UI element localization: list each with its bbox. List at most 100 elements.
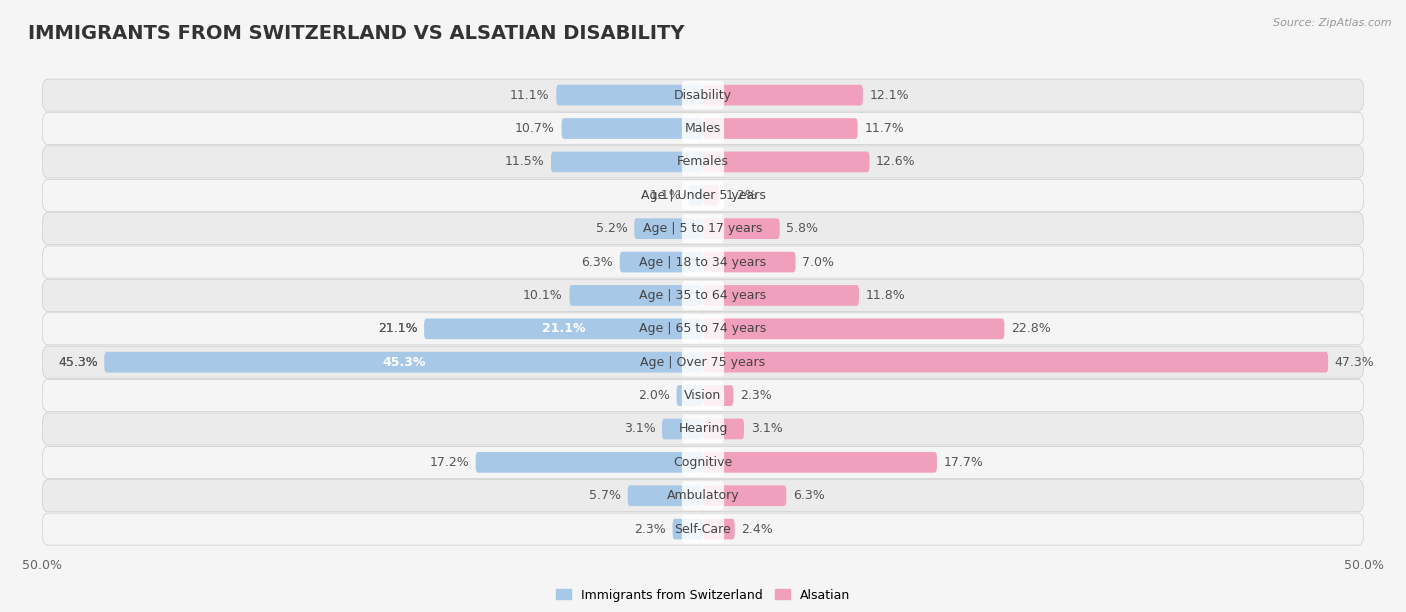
FancyBboxPatch shape	[620, 252, 703, 272]
FancyBboxPatch shape	[682, 515, 724, 543]
Text: 2.3%: 2.3%	[634, 523, 666, 536]
FancyBboxPatch shape	[703, 118, 858, 139]
FancyBboxPatch shape	[682, 315, 724, 343]
Text: 45.3%: 45.3%	[382, 356, 426, 368]
Text: Ambulatory: Ambulatory	[666, 489, 740, 502]
Text: 45.3%: 45.3%	[58, 356, 97, 368]
FancyBboxPatch shape	[42, 179, 1364, 211]
FancyBboxPatch shape	[475, 452, 703, 472]
FancyBboxPatch shape	[634, 218, 703, 239]
FancyBboxPatch shape	[627, 485, 703, 506]
FancyBboxPatch shape	[42, 446, 1364, 479]
Text: 10.7%: 10.7%	[515, 122, 555, 135]
Text: Age | Over 75 years: Age | Over 75 years	[641, 356, 765, 368]
FancyBboxPatch shape	[682, 114, 724, 143]
FancyBboxPatch shape	[682, 248, 724, 277]
Text: 22.8%: 22.8%	[1011, 323, 1050, 335]
FancyBboxPatch shape	[703, 352, 1329, 373]
FancyBboxPatch shape	[682, 181, 724, 210]
FancyBboxPatch shape	[42, 513, 1364, 545]
Text: Age | 18 to 34 years: Age | 18 to 34 years	[640, 256, 766, 269]
Text: 2.0%: 2.0%	[638, 389, 669, 402]
FancyBboxPatch shape	[682, 348, 724, 376]
Text: 21.1%: 21.1%	[378, 323, 418, 335]
Text: Age | 35 to 64 years: Age | 35 to 64 years	[640, 289, 766, 302]
FancyBboxPatch shape	[682, 147, 724, 176]
FancyBboxPatch shape	[703, 185, 718, 206]
FancyBboxPatch shape	[703, 519, 735, 539]
FancyBboxPatch shape	[425, 318, 703, 339]
FancyBboxPatch shape	[561, 118, 703, 139]
Text: 5.8%: 5.8%	[786, 222, 818, 235]
Text: Source: ZipAtlas.com: Source: ZipAtlas.com	[1274, 18, 1392, 28]
Text: 11.8%: 11.8%	[866, 289, 905, 302]
FancyBboxPatch shape	[42, 413, 1364, 445]
Text: 6.3%: 6.3%	[581, 256, 613, 269]
Text: Disability: Disability	[673, 89, 733, 102]
Text: Age | 65 to 74 years: Age | 65 to 74 years	[640, 323, 766, 335]
Text: 3.1%: 3.1%	[624, 422, 655, 436]
FancyBboxPatch shape	[104, 352, 703, 373]
FancyBboxPatch shape	[551, 152, 703, 172]
FancyBboxPatch shape	[42, 280, 1364, 312]
Text: 11.1%: 11.1%	[510, 89, 550, 102]
FancyBboxPatch shape	[703, 85, 863, 105]
Text: Self-Care: Self-Care	[675, 523, 731, 536]
FancyBboxPatch shape	[682, 214, 724, 243]
FancyBboxPatch shape	[557, 85, 703, 105]
Text: 2.4%: 2.4%	[741, 523, 773, 536]
FancyBboxPatch shape	[703, 252, 796, 272]
Text: 17.7%: 17.7%	[943, 456, 983, 469]
Text: 1.1%: 1.1%	[650, 188, 682, 202]
Text: 5.7%: 5.7%	[589, 489, 621, 502]
Text: 47.3%: 47.3%	[1334, 356, 1375, 368]
FancyBboxPatch shape	[42, 346, 1364, 378]
Text: 17.2%: 17.2%	[429, 456, 470, 469]
FancyBboxPatch shape	[689, 185, 703, 206]
Text: Cognitive: Cognitive	[673, 456, 733, 469]
FancyBboxPatch shape	[703, 285, 859, 306]
FancyBboxPatch shape	[42, 480, 1364, 512]
FancyBboxPatch shape	[42, 379, 1364, 412]
Text: Hearing: Hearing	[678, 422, 728, 436]
Text: Females: Females	[678, 155, 728, 168]
FancyBboxPatch shape	[703, 218, 780, 239]
Text: Age | Under 5 years: Age | Under 5 years	[641, 188, 765, 202]
FancyBboxPatch shape	[682, 448, 724, 477]
Text: Age | 5 to 17 years: Age | 5 to 17 years	[644, 222, 762, 235]
Text: Males: Males	[685, 122, 721, 135]
Text: IMMIGRANTS FROM SWITZERLAND VS ALSATIAN DISABILITY: IMMIGRANTS FROM SWITZERLAND VS ALSATIAN …	[28, 24, 685, 43]
FancyBboxPatch shape	[682, 381, 724, 410]
FancyBboxPatch shape	[662, 419, 703, 439]
Text: 6.3%: 6.3%	[793, 489, 825, 502]
Text: 3.1%: 3.1%	[751, 422, 782, 436]
FancyBboxPatch shape	[569, 285, 703, 306]
Text: 10.1%: 10.1%	[523, 289, 562, 302]
Text: Vision: Vision	[685, 389, 721, 402]
Text: 21.1%: 21.1%	[541, 323, 585, 335]
Text: 1.2%: 1.2%	[725, 188, 758, 202]
Text: 5.2%: 5.2%	[596, 222, 627, 235]
FancyBboxPatch shape	[682, 482, 724, 510]
FancyBboxPatch shape	[682, 281, 724, 310]
FancyBboxPatch shape	[703, 485, 786, 506]
Text: 12.1%: 12.1%	[869, 89, 910, 102]
FancyBboxPatch shape	[42, 313, 1364, 345]
FancyBboxPatch shape	[703, 318, 1004, 339]
FancyBboxPatch shape	[42, 212, 1364, 245]
FancyBboxPatch shape	[703, 385, 734, 406]
FancyBboxPatch shape	[703, 419, 744, 439]
FancyBboxPatch shape	[682, 414, 724, 443]
FancyBboxPatch shape	[682, 81, 724, 110]
FancyBboxPatch shape	[42, 79, 1364, 111]
Text: 7.0%: 7.0%	[801, 256, 834, 269]
FancyBboxPatch shape	[672, 519, 703, 539]
Text: 11.5%: 11.5%	[505, 155, 544, 168]
Text: 11.7%: 11.7%	[865, 122, 904, 135]
Legend: Immigrants from Switzerland, Alsatian: Immigrants from Switzerland, Alsatian	[551, 584, 855, 606]
Text: 21.1%: 21.1%	[378, 323, 418, 335]
FancyBboxPatch shape	[42, 113, 1364, 144]
FancyBboxPatch shape	[703, 452, 936, 472]
FancyBboxPatch shape	[676, 385, 703, 406]
FancyBboxPatch shape	[703, 152, 869, 172]
